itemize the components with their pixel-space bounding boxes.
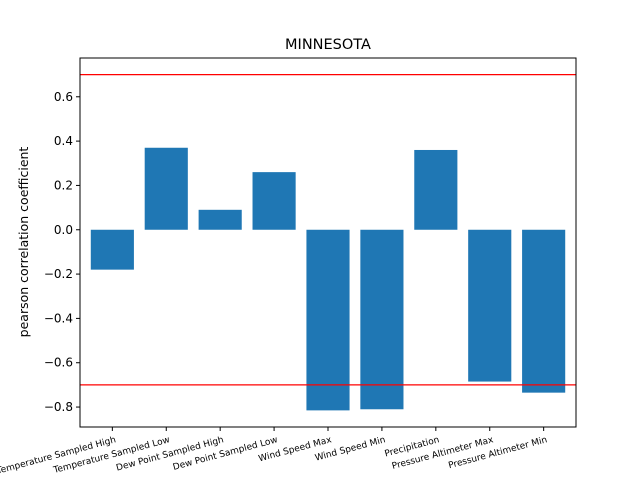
plot-area-frame: [79, 57, 577, 428]
y-tick-label: 0.6: [54, 90, 73, 104]
bar-4: [252, 172, 296, 230]
bar-2: [144, 147, 188, 230]
bar-9: [522, 229, 566, 393]
bar-1: [90, 229, 134, 270]
y-tick-label: −0.2: [44, 267, 73, 281]
bar-3: [198, 209, 242, 230]
y-tick-label: 0.4: [54, 134, 73, 148]
reference-lines-layer: [80, 74, 576, 386]
bar-8: [468, 229, 512, 382]
y-tick-label: 0.2: [54, 178, 73, 192]
y-tick-label: −0.8: [44, 400, 73, 414]
y-ticks-layer: −0.8 −0.6 −0.4 −0.2 0.0 0.2 0.4 0.6: [44, 90, 80, 414]
y-tick-label: −0.4: [44, 311, 73, 325]
y-tick-label: −0.6: [44, 356, 73, 370]
y-tick-label: 0.0: [54, 223, 73, 237]
bar-6: [360, 229, 404, 410]
bars-layer: [90, 147, 566, 411]
bar-5: [306, 229, 350, 411]
chart-title: MINNESOTA: [285, 37, 371, 53]
y-axis-label: pearson correlation coefficient: [16, 147, 31, 338]
bar-7: [414, 149, 458, 230]
